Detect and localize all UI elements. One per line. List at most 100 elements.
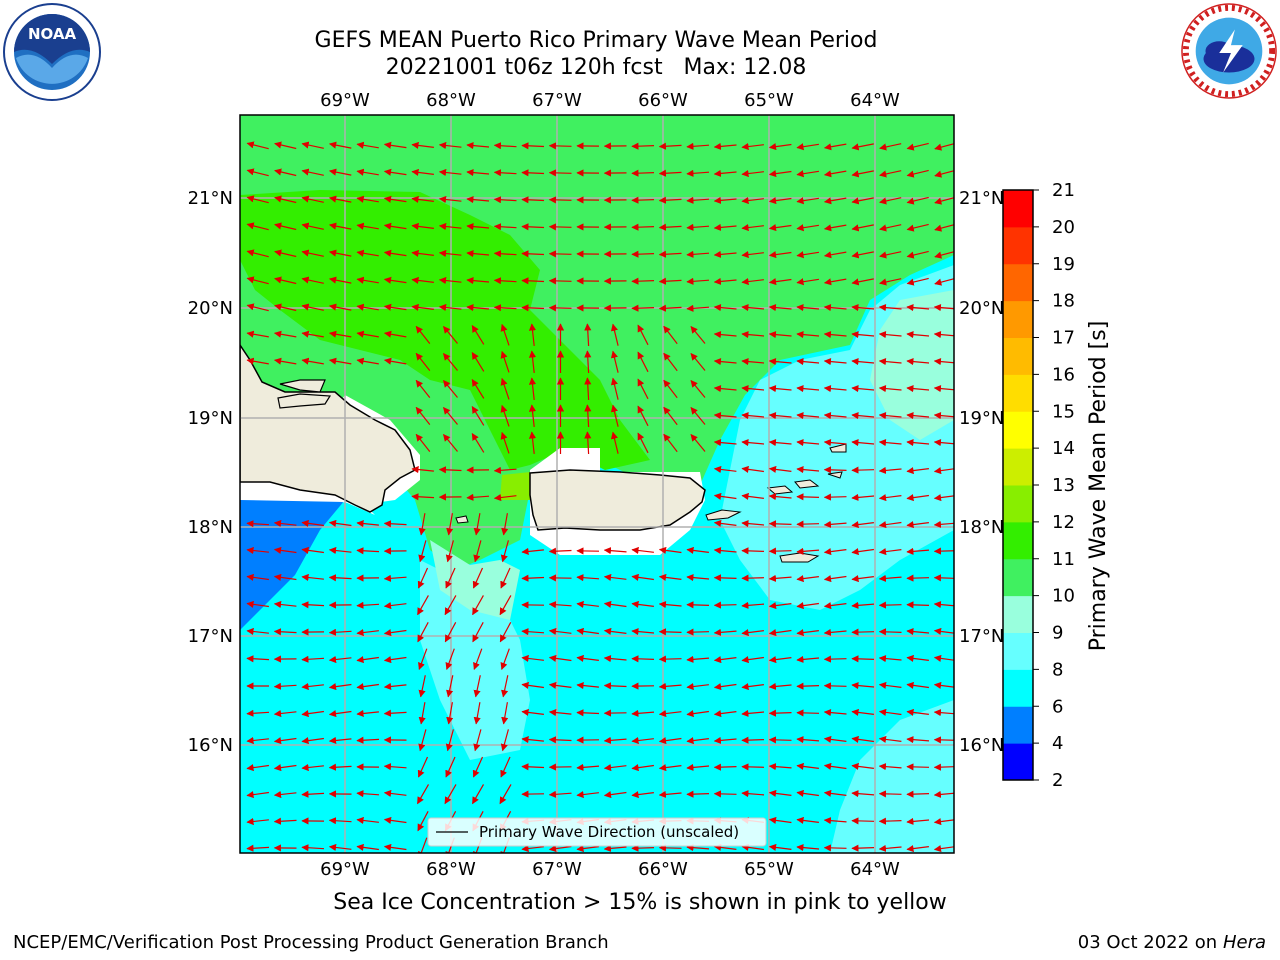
wave-direction-arrow (521, 196, 545, 204)
wave-direction-arrow (741, 196, 764, 205)
wave-direction-arrow (301, 710, 324, 718)
wave-direction-arrow (328, 168, 352, 176)
wave-direction-arrow (713, 656, 737, 664)
wave-direction-arrow (356, 790, 380, 798)
wave-direction-arrow (823, 251, 847, 259)
wave-direction-arrow (301, 737, 324, 745)
wave-direction-arrow (548, 708, 572, 717)
wave-direction-arrow (658, 546, 682, 554)
wave-direction-arrow (274, 276, 297, 285)
wave-direction-arrow (438, 276, 462, 285)
lon-label: 69°W (320, 859, 370, 880)
wave-direction-arrow (823, 655, 847, 663)
wave-direction-arrow (741, 683, 764, 691)
wave-direction-arrow (328, 222, 352, 230)
wave-direction-arrow (610, 377, 619, 400)
colorbar-tick-label: 6 (1052, 696, 1063, 717)
wave-direction-arrow (906, 681, 929, 689)
wave-direction-arrow (246, 276, 269, 285)
wave-direction-arrow (356, 303, 379, 311)
footer-machine: Hera (1222, 932, 1266, 953)
wave-direction-arrow (603, 763, 627, 772)
wave-direction-arrow (768, 251, 792, 259)
wave-direction-arrow (466, 250, 490, 258)
wave-direction-arrow (906, 439, 930, 447)
wave-direction-arrow (383, 276, 407, 284)
wave-direction-arrow (301, 357, 324, 365)
wave-direction-arrow (658, 709, 682, 718)
colorbar-tick-label: 13 (1052, 475, 1075, 496)
wave-direction-arrow (686, 223, 710, 231)
colorbar-segment (1003, 595, 1033, 633)
wave-direction-arrow (690, 352, 706, 371)
wave-direction-arrow (741, 439, 765, 447)
wave-direction-arrow (521, 708, 544, 716)
wave-direction-arrow (686, 601, 710, 609)
wave-direction-arrow (713, 736, 737, 744)
wave-direction-arrow (933, 654, 954, 662)
wave-direction-arrow (548, 196, 572, 204)
wave-direction-arrow (713, 601, 737, 609)
wave-direction-arrow (906, 304, 930, 312)
wave-direction-arrow (445, 567, 456, 589)
wave-direction-arrow (906, 142, 929, 151)
wave-direction-arrow (713, 763, 737, 771)
wave-direction-arrow (741, 250, 764, 259)
wave-direction-arrow (933, 790, 954, 798)
wave-direction-arrow (796, 170, 819, 178)
wave-direction-arrow (796, 844, 820, 852)
wave-direction-arrow (768, 331, 792, 339)
wave-direction-arrow (418, 702, 426, 725)
wave-direction-arrow (796, 439, 820, 447)
wave-direction-arrow (934, 143, 954, 151)
wave-direction-arrow (500, 756, 511, 778)
wave-direction-arrow (415, 352, 431, 371)
wave-direction-arrow (878, 331, 902, 339)
wave-direction-arrow (796, 709, 820, 717)
wave-direction-arrow (768, 682, 792, 690)
wave-direction-arrow (301, 763, 324, 772)
wave-direction-arrow (411, 141, 434, 149)
wave-direction-arrow (328, 519, 352, 527)
wave-direction-arrow (273, 546, 297, 554)
wave-direction-arrow (933, 520, 954, 528)
wave-direction-arrow (356, 249, 379, 257)
wave-direction-arrow (768, 843, 792, 851)
wave-direction-arrow (438, 222, 462, 231)
wave-direction-arrow (472, 567, 484, 589)
wave-direction-arrow (713, 250, 737, 258)
lat-label: 19°N (188, 408, 233, 429)
wave-direction-arrow (741, 304, 765, 312)
wave-direction-arrow (851, 762, 874, 770)
wave-direction-arrow (851, 466, 875, 474)
wave-direction-arrow (548, 142, 572, 150)
wave-direction-arrow (576, 654, 599, 662)
wave-direction-arrow (768, 547, 792, 555)
wave-direction-arrow (328, 303, 352, 311)
sea-ice-caption: Sea Ice Concentration > 15% is shown in … (333, 890, 947, 915)
wave-direction-arrow (851, 331, 875, 339)
lat-label: 21°N (188, 188, 233, 209)
wave-direction-arrow (658, 142, 682, 150)
colorbar-tick-label: 9 (1052, 623, 1063, 644)
wave-direction-arrow (417, 811, 429, 832)
wave-direction-arrow (906, 223, 929, 232)
wave-direction-arrow (713, 843, 737, 851)
wave-direction-arrow (851, 412, 875, 420)
wave-direction-arrow (933, 818, 954, 826)
wave-direction-arrow (603, 682, 627, 690)
wave-direction-arrow (246, 195, 269, 204)
wave-direction-arrow (823, 278, 847, 286)
wave-direction-arrow (906, 412, 930, 420)
wave-direction-arrow (521, 763, 545, 771)
wave-direction-arrow (658, 764, 682, 772)
wave-direction-arrow (466, 304, 490, 312)
wave-direction-arrow (933, 574, 954, 582)
wave-direction-arrow (328, 574, 352, 582)
wave-direction-arrow (383, 249, 407, 257)
wave-direction-arrow (906, 628, 930, 636)
wave-direction-arrow (445, 756, 456, 778)
wave-direction-arrow (823, 628, 847, 636)
wave-direction-arrow (548, 845, 572, 853)
